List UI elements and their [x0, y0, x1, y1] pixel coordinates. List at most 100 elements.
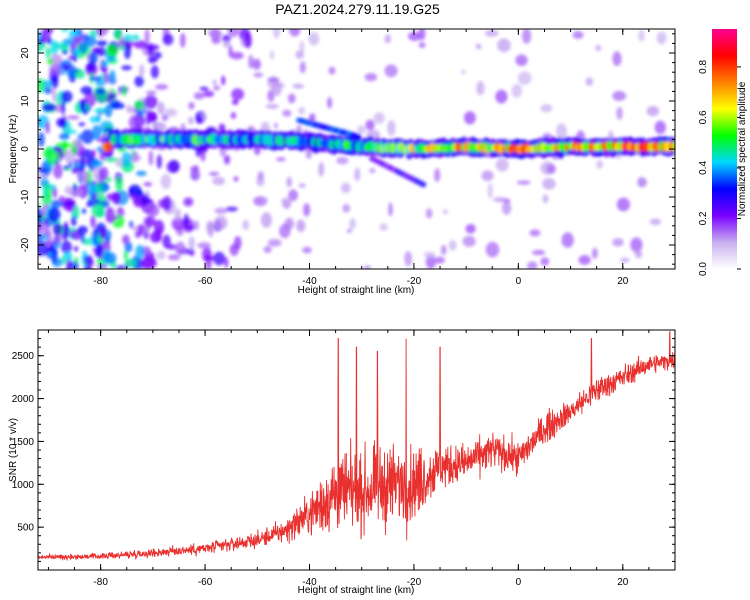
- snr-series-line: [38, 331, 675, 562]
- noise-blob: [115, 176, 124, 192]
- colorbar: 0.0 0.2 0.4 0.6 0.8 Normalized spectral ampl…: [698, 29, 748, 276]
- colorbar-label: Normalized spectral amplitude: [737, 81, 748, 216]
- noise-blob: [280, 197, 291, 202]
- noise-blob: [104, 157, 119, 163]
- noise-blob: [517, 71, 532, 85]
- noise-blob: [516, 180, 531, 185]
- noise-blob: [638, 177, 648, 188]
- noise-blob: [542, 177, 556, 190]
- spectrogram-y-tick-label: -20: [20, 237, 31, 252]
- noise-blob: [101, 60, 109, 67]
- noise-blob: [253, 72, 264, 78]
- noise-blob: [45, 230, 52, 246]
- noise-blob: [501, 201, 512, 215]
- noise-blob: [104, 104, 113, 118]
- noise-blob: [99, 227, 107, 239]
- noise-blob: [244, 32, 252, 49]
- noise-blob: [448, 239, 457, 251]
- noise-blob: [387, 120, 396, 137]
- snr-y-tick-label: 2500: [12, 351, 35, 362]
- noise-blob: [267, 238, 282, 247]
- noise-blob: [157, 101, 165, 115]
- noise-blob: [45, 47, 51, 59]
- noise-blob: [616, 106, 623, 120]
- chart-title: PAZ1.2024.279.11.19.G25: [275, 1, 440, 17]
- noise-blob: [67, 56, 74, 61]
- noise-blob: [487, 182, 493, 199]
- noise-blob: [462, 235, 476, 247]
- noise-blob: [42, 103, 57, 112]
- noise-blob: [79, 40, 88, 54]
- spectrogram-y-tick-label: 0: [20, 146, 31, 152]
- noise-blob: [149, 111, 158, 123]
- noise-blob: [73, 205, 80, 220]
- noise-blob: [63, 251, 73, 261]
- noise-blob: [123, 44, 131, 60]
- noise-blob: [109, 69, 116, 85]
- spectrogram-heatmap: [38, 29, 675, 269]
- snr-y-axis-label: SNR (10 * v/v): [8, 418, 19, 482]
- colorbar-tick-label: 0.4: [698, 161, 709, 175]
- noise-blob: [288, 189, 299, 202]
- noise-blob: [213, 251, 226, 266]
- noise-blob: [140, 256, 155, 269]
- noise-blob: [121, 151, 132, 168]
- noise-blob: [493, 197, 508, 203]
- noise-blob: [257, 171, 264, 181]
- noise-blob: [81, 208, 87, 214]
- noise-blob: [90, 214, 96, 229]
- noise-blob: [134, 100, 145, 110]
- noise-blob: [197, 242, 211, 249]
- noise-blob: [107, 213, 115, 224]
- noise-blob: [190, 165, 199, 173]
- spectrogram-ticks: -80 -60 -40 -20 0 20 -20 -10 0 10 20: [20, 29, 676, 287]
- noise-blob: [287, 93, 296, 104]
- noise-blob: [164, 108, 178, 117]
- noise-blob: [70, 215, 77, 227]
- noise-blob: [38, 232, 45, 241]
- ridge-tail: [420, 181, 427, 188]
- noise-blob: [231, 88, 245, 101]
- noise-blob: [106, 44, 119, 57]
- ridge-branch: [355, 133, 362, 140]
- noise-blob: [100, 200, 110, 209]
- noise-blob: [167, 254, 181, 261]
- noise-blob: [388, 202, 393, 217]
- spectrogram-y-tick-label: -10: [20, 189, 31, 204]
- noise-blob: [62, 201, 76, 206]
- noise-blob: [124, 241, 133, 253]
- noise-blob: [162, 195, 172, 211]
- noise-blob: [53, 42, 68, 50]
- noise-blob: [183, 197, 194, 207]
- noise-blob: [96, 40, 108, 47]
- noise-blob: [49, 62, 62, 78]
- noise-blob: [273, 122, 278, 129]
- snr-x-tick-label: 20: [617, 577, 629, 588]
- noise-blob: [272, 81, 282, 96]
- noise-blob: [527, 261, 538, 269]
- noise-blob: [94, 182, 106, 194]
- spectrogram-y-axis-label: Frequency (Hz): [8, 115, 19, 184]
- noise-blob: [267, 89, 275, 102]
- noise-blob: [656, 31, 667, 45]
- noise-blob: [347, 228, 352, 233]
- noise-blob: [140, 193, 150, 206]
- noise-blob: [303, 203, 311, 217]
- noise-blob: [248, 54, 254, 69]
- noise-blob: [327, 96, 333, 109]
- noise-blob: [308, 32, 320, 46]
- noise-blob: [41, 193, 52, 206]
- noise-blob: [147, 56, 158, 63]
- noise-blob: [52, 222, 62, 236]
- noise-blob: [620, 257, 630, 263]
- noise-blob: [230, 51, 244, 60]
- noise-blob: [114, 265, 129, 269]
- snr-x-axis-label: Height of straight line (km): [298, 585, 415, 596]
- noise-blob: [203, 90, 215, 98]
- noise-blob: [364, 72, 378, 82]
- noise-blob: [475, 43, 482, 50]
- noise-blob: [50, 199, 64, 208]
- noise-blob: [275, 157, 286, 162]
- noise-blob: [263, 246, 272, 254]
- noise-blob: [45, 121, 50, 134]
